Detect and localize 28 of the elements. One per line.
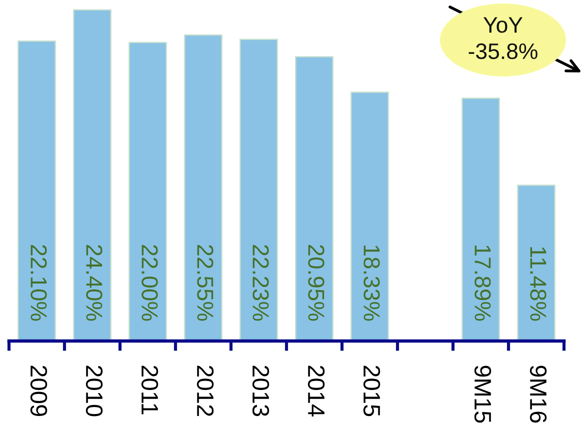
bar (462, 98, 500, 341)
bar (184, 34, 222, 341)
x-tick-label: 2014 (308, 366, 325, 416)
x-tick-label: 9M15 (474, 366, 492, 423)
bar (517, 184, 556, 341)
bar (295, 56, 334, 341)
x-tick-label: 2010 (86, 366, 103, 416)
x-tick-label: 2012 (196, 366, 214, 416)
data-label: 22.23% (252, 244, 269, 321)
bar (73, 9, 112, 341)
x-tick-label: 2009 (30, 366, 48, 416)
bar (128, 42, 167, 341)
annotation: YoY -35.8% (468, 17, 538, 60)
data-label: 22.10% (30, 244, 47, 321)
bar (350, 92, 389, 341)
data-label: 20.95% (308, 244, 324, 321)
x-tick-label: 2011 (141, 366, 158, 414)
data-label: 18.33% (364, 246, 380, 321)
data-label: 22.00% (142, 244, 158, 321)
data-label: 11.48% (530, 247, 546, 321)
bar (240, 38, 278, 341)
x-tick-label: 9M16 (530, 366, 547, 423)
data-label: 17.89% (474, 246, 491, 321)
x-tick-label: 2013 (252, 366, 270, 416)
bar (18, 40, 56, 341)
x-tick-label: 2015 (363, 366, 380, 416)
data-label: 24.40% (86, 244, 102, 321)
data-label: 22.55% (197, 244, 214, 321)
